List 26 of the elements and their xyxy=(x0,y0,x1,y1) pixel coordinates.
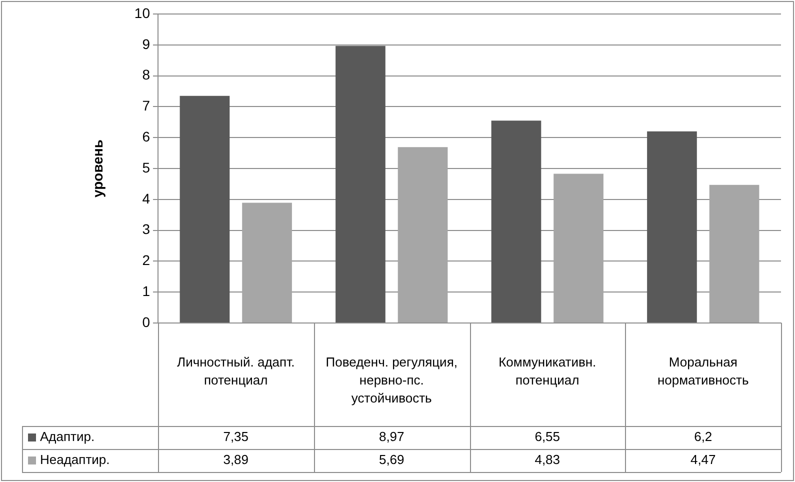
y-tick-label: 7 xyxy=(142,98,150,114)
y-tick-label: 5 xyxy=(142,159,150,176)
y-tick-label: 3 xyxy=(142,221,150,238)
y-tick-label: 2 xyxy=(142,252,150,268)
x-tick-label: Коммуникативн. потенциал xyxy=(498,354,596,388)
x-tick-label: Поведенч. регуляция, нервно-пс. устойчивость xyxy=(326,354,458,406)
data-label: 6,55 xyxy=(534,429,560,444)
y-tick-label: 8 xyxy=(142,66,150,83)
x-tick-label: Моральная нормативность xyxy=(657,354,749,388)
y-tick-label: 9 xyxy=(142,36,150,52)
y-tick-label: 6 xyxy=(142,128,150,144)
data-label: 3,89 xyxy=(223,452,249,468)
y-axis-title: уровень xyxy=(89,139,106,198)
data-label: 5,69 xyxy=(378,452,404,468)
data-label: 7,35 xyxy=(223,429,249,444)
data-label: 6,2 xyxy=(694,429,712,444)
y-tick-label: 10 xyxy=(134,4,150,21)
x-tick-label: Личностный. адапт. потенциал xyxy=(177,354,295,388)
legend-label: Адаптир. xyxy=(40,429,95,444)
data-label: 4,83 xyxy=(534,452,560,468)
y-tick-label: 1 xyxy=(142,282,150,299)
data-label: 4,47 xyxy=(690,452,716,468)
data-label: 8,97 xyxy=(378,429,404,444)
legend-label: Неадаптир. xyxy=(40,452,110,468)
y-tick-label: 4 xyxy=(142,190,150,206)
y-tick-label: 0 xyxy=(142,314,150,330)
